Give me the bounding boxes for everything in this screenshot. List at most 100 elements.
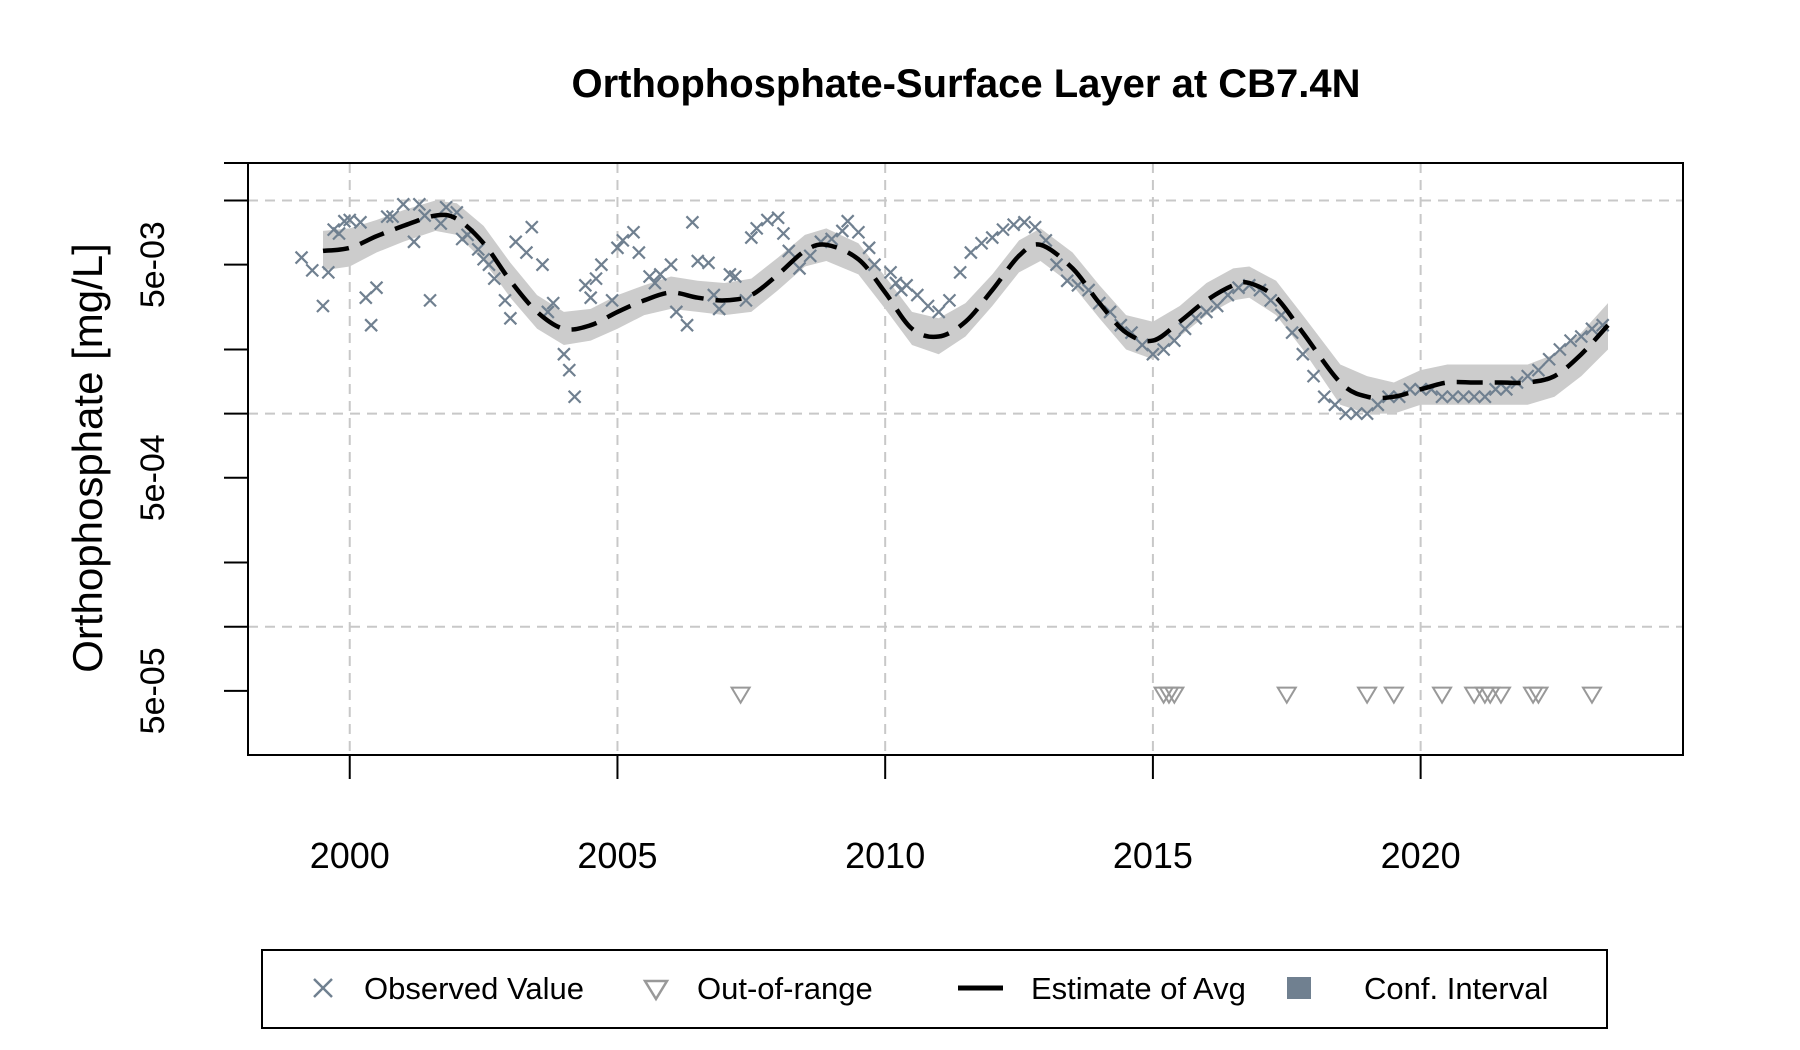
observed-point	[482, 257, 496, 272]
observed-point	[1028, 220, 1042, 234]
observed-point	[407, 235, 421, 249]
y-tick-label: 5e-05	[134, 647, 172, 734]
observed-point	[535, 257, 550, 272]
observed-point	[1478, 389, 1492, 404]
chart-title: Orthophosphate-Surface Layer at CB7.4N	[571, 62, 1360, 106]
observed-points	[294, 197, 1610, 421]
observed-point	[578, 278, 593, 293]
observed-point	[1531, 363, 1546, 377]
legend-ci-icon	[1287, 977, 1311, 999]
observed-point	[1563, 333, 1578, 348]
observed-point	[332, 226, 346, 241]
observed-point	[487, 271, 502, 286]
observed-point	[685, 215, 700, 230]
legend-out-of-range-label: Out-of-range	[697, 971, 873, 1006]
observed-point	[1017, 215, 1032, 230]
out-of-range-point	[1479, 686, 1502, 705]
observed-point	[996, 222, 1010, 237]
legend-observed-icon	[313, 978, 333, 998]
observed-point	[1456, 389, 1471, 404]
observed-point	[433, 216, 448, 231]
observed-point	[899, 278, 914, 293]
observed-point	[610, 241, 625, 255]
legend-ci-label: Conf. Interval	[1364, 971, 1548, 1006]
observed-point	[1585, 322, 1599, 336]
observed-point	[1296, 347, 1310, 361]
observed-point	[792, 261, 807, 276]
legend: Observed Value Out-of-range Estimate of …	[261, 949, 1608, 1029]
observed-point	[782, 244, 796, 258]
observed-point	[508, 235, 523, 249]
observed-point	[883, 265, 898, 280]
grid	[248, 163, 1683, 755]
out-of-range-point	[1581, 686, 1603, 705]
observed-point	[648, 276, 662, 290]
out-of-range-point	[1383, 686, 1405, 705]
observed-point	[525, 220, 539, 234]
ci-band	[323, 200, 1608, 414]
observed-point	[503, 311, 518, 326]
observed-point	[616, 233, 630, 248]
observed-point	[921, 299, 935, 313]
out-of-range-point	[1356, 686, 1378, 705]
observed-point	[942, 293, 957, 308]
observed-point	[1210, 299, 1224, 313]
observed-point	[305, 263, 320, 278]
out-of-range-point	[729, 686, 752, 705]
observed-point	[1306, 369, 1321, 383]
observed-point	[889, 276, 903, 290]
legend-estimate-label: Estimate of Avg	[1031, 971, 1246, 1006]
observed-point	[1371, 398, 1385, 412]
observed-point	[359, 290, 373, 305]
observed-point	[1467, 389, 1481, 404]
out-of-range-points	[729, 686, 1603, 705]
observed-point	[1263, 293, 1278, 308]
observed-point	[1178, 322, 1192, 336]
plot-frame	[247, 162, 1684, 756]
observed-point	[1146, 347, 1160, 361]
legend-observed-label: Observed Value	[364, 971, 584, 1006]
observed-point	[439, 200, 453, 215]
observed-point	[974, 236, 989, 251]
observed-point	[803, 249, 817, 263]
observed-point	[1445, 389, 1460, 404]
observed-point	[840, 214, 855, 228]
observed-point	[412, 197, 427, 212]
observed-point	[471, 242, 486, 257]
observed-point	[380, 209, 394, 224]
observed-point	[589, 271, 603, 286]
observed-point	[851, 225, 866, 239]
y-tick-label: 5e-04	[134, 434, 172, 521]
observed-point	[417, 208, 432, 223]
observed-point	[1488, 382, 1503, 397]
observed-point	[1285, 325, 1299, 340]
observed-point	[1328, 398, 1342, 412]
observed-point	[776, 226, 791, 241]
observed-point	[385, 209, 400, 224]
observed-point	[835, 224, 850, 238]
observed-point	[1060, 274, 1075, 288]
observed-point	[1199, 305, 1214, 319]
observed-point	[690, 254, 705, 268]
x-tick-label: 2000	[310, 835, 390, 876]
out-of-range-point	[1527, 686, 1550, 705]
observed-point	[749, 221, 764, 236]
observed-point	[862, 241, 876, 255]
observed-point	[1349, 406, 1364, 421]
out-of-range-point	[1463, 686, 1485, 705]
observed-point	[626, 225, 641, 239]
x-tick-label: 2020	[1381, 835, 1461, 876]
observed-point	[1338, 406, 1353, 421]
out-of-range-point	[1163, 686, 1186, 705]
observed-point	[557, 347, 571, 361]
out-of-range-point	[1431, 686, 1453, 705]
observed-point	[739, 293, 753, 308]
x-axis: 2000 2005 2010 2015 2020	[310, 754, 1461, 876]
observed-point	[396, 197, 411, 212]
observed-point	[985, 230, 1000, 245]
legend-out-of-range-icon	[642, 979, 670, 1002]
observed-point	[1542, 352, 1556, 366]
observed-point	[1317, 389, 1332, 404]
observed-point	[583, 290, 598, 305]
observed-point	[953, 265, 967, 280]
